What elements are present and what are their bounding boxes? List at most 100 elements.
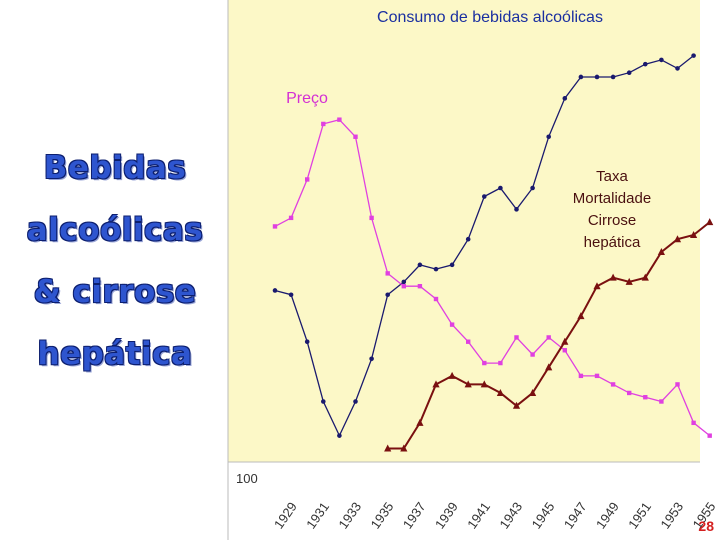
series-0-point-1954 <box>691 53 696 58</box>
series-1-point-1955 <box>707 433 712 438</box>
slide-title-line-1: Bebidas <box>43 150 187 186</box>
series-0-point-1942 <box>498 185 503 191</box>
label-cirrose-line-2: Mortalidade <box>573 190 651 207</box>
series-0-point-1932 <box>337 433 342 438</box>
series-0-point-1938 <box>433 266 439 272</box>
series-0-point-1946 <box>562 96 568 101</box>
series-1-point-1934 <box>369 215 374 221</box>
series-0-point-1952 <box>659 57 664 63</box>
series-0-point-1953 <box>675 66 680 71</box>
page-number: 28 <box>698 518 714 534</box>
series-0-point-1930 <box>304 339 310 345</box>
series-1-point-1946 <box>562 348 567 353</box>
x-tick-label-1943: 1943 <box>496 499 525 531</box>
series-1-point-1939 <box>449 322 455 327</box>
series-0-point-1950 <box>626 70 632 75</box>
series-1-point-1940 <box>466 339 471 344</box>
series-1-point-1932 <box>337 117 342 122</box>
series-0-point-1951 <box>643 61 648 67</box>
series-line-1 <box>274 118 711 437</box>
series-1-point-1951 <box>643 395 648 400</box>
label-consumo: Consumo de bebidas alcoólicas <box>377 9 603 26</box>
series-0-point-1936 <box>401 279 407 285</box>
y-tick-label: 100 <box>236 471 258 486</box>
series-1-point-1929 <box>288 215 294 221</box>
series-1-point-1949 <box>610 382 616 387</box>
series-2-point-1952 <box>657 248 665 256</box>
series-0-point-1947 <box>578 74 584 80</box>
x-tick-label-1949: 1949 <box>593 499 622 531</box>
series-1-point-1943 <box>514 335 519 340</box>
series-0-point-1929 <box>288 292 294 298</box>
series-2-point-1943 <box>512 401 521 409</box>
series-2-point-1945 <box>545 363 553 371</box>
series-0-point-1944 <box>530 185 535 191</box>
series-2-point-1948 <box>593 282 601 290</box>
series-1-point-1933 <box>353 134 358 139</box>
series-1-point-1953 <box>675 382 680 387</box>
x-tick-label-1933: 1933 <box>335 499 364 531</box>
series-1-point-1944 <box>530 352 535 357</box>
series-1-point-1942 <box>498 360 503 366</box>
series-2-point-1954 <box>690 230 698 238</box>
label-cirrose-line-1: Taxa <box>596 168 628 185</box>
series-1-point-1941 <box>482 360 487 366</box>
series-0-point-1933 <box>353 399 358 404</box>
series-2-point-1937 <box>416 418 424 426</box>
series-2-point-1939 <box>448 371 456 379</box>
slide-title-line-3: & cirrose <box>33 274 197 310</box>
slide-title-line-2: alcoólicas <box>26 212 204 248</box>
x-tick-label-1935: 1935 <box>368 499 397 531</box>
series-2-point-1941 <box>480 380 488 388</box>
slide-title-line-4: hepática <box>37 336 193 372</box>
series-1-point-1938 <box>433 296 439 302</box>
x-tick-label-1947: 1947 <box>561 499 590 531</box>
x-tick-label-1941: 1941 <box>464 499 493 531</box>
series-2-point-1955 <box>706 218 714 226</box>
x-tick-label-1929: 1929 <box>271 499 300 531</box>
series-1-point-1954 <box>691 420 696 426</box>
series-2-point-1946 <box>561 337 569 345</box>
series-2-point-1942 <box>496 388 504 396</box>
series-0-point-1935 <box>385 292 391 298</box>
series-1-point-1936 <box>401 284 406 289</box>
series-0-point-1945 <box>546 134 551 140</box>
series-0-point-1949 <box>610 74 616 80</box>
series-2-point-1936 <box>400 444 408 452</box>
label-preco: Preço <box>286 90 328 107</box>
series-2-point-1944 <box>529 388 537 396</box>
series-0-point-1948 <box>594 74 600 80</box>
series-2-point-1935 <box>384 444 392 452</box>
series-1-point-1950 <box>627 390 632 396</box>
x-tick-label-1939: 1939 <box>432 499 461 531</box>
series-0-point-1943 <box>514 207 519 212</box>
series-1-point-1952 <box>659 399 664 404</box>
series-2-point-1938 <box>432 380 440 388</box>
series-2-point-1953 <box>673 235 682 243</box>
series-1-point-1930 <box>305 177 310 182</box>
series-1-point-1945 <box>546 335 551 340</box>
series-1-point-1937 <box>417 284 423 289</box>
x-tick-label-1931: 1931 <box>303 499 332 531</box>
series-1-point-1928 <box>272 224 278 229</box>
series-0-point-1934 <box>369 356 374 362</box>
x-tick-label-1953: 1953 <box>657 499 686 531</box>
series-1-point-1935 <box>385 271 390 276</box>
series-2-point-1940 <box>464 380 472 388</box>
series-1-point-1947 <box>578 373 584 379</box>
series-0-point-1941 <box>482 194 487 199</box>
series-1-point-1931 <box>321 121 326 127</box>
series-0-point-1937 <box>417 262 423 268</box>
series-0-point-1931 <box>321 399 326 404</box>
series-0-point-1940 <box>465 236 471 242</box>
x-tick-label-1951: 1951 <box>625 499 654 531</box>
series-2-point-1951 <box>641 273 649 281</box>
label-cirrose-line-3: Cirrose <box>588 212 636 229</box>
series-0-point-1939 <box>449 262 455 268</box>
plot-background <box>228 0 700 462</box>
series-1-point-1948 <box>594 373 600 379</box>
x-tick-label-1937: 1937 <box>400 499 429 531</box>
series-2-point-1950 <box>625 277 633 285</box>
x-tick-label-1945: 1945 <box>529 499 558 531</box>
